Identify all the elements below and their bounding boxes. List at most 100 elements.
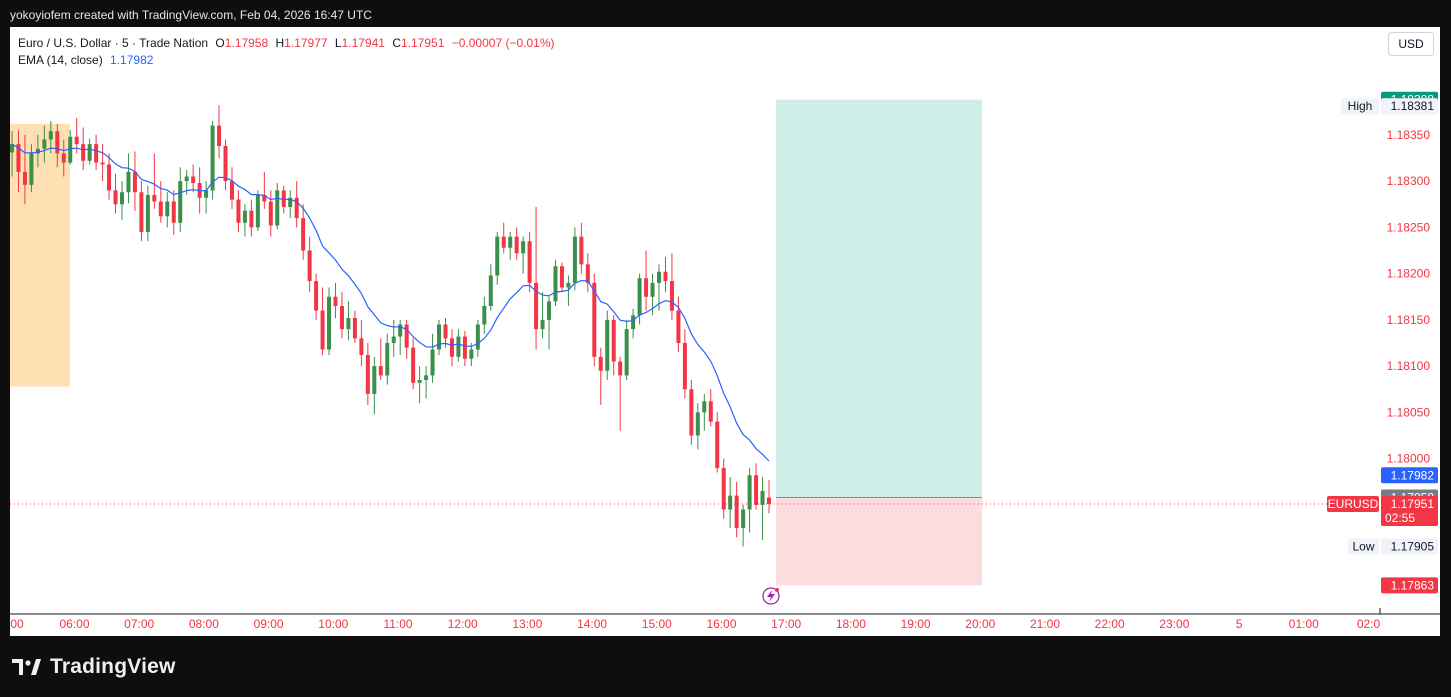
candle-body (152, 195, 157, 202)
price-tick-label: 1.18200 (1387, 267, 1431, 281)
ohlc-legend: Euro / U.S. Dollar · 5 · Trade Nation O1… (18, 36, 554, 50)
candle (624, 319, 629, 380)
candle-body (178, 181, 183, 223)
candle (637, 273, 642, 325)
price-label-text: 1.17863 (1391, 578, 1435, 592)
candle (288, 190, 293, 219)
candle-body (657, 271, 662, 283)
candle (605, 310, 610, 380)
time-tick-label: 09:00 (254, 617, 284, 631)
candle-body (437, 324, 442, 350)
candle (152, 153, 157, 209)
candle-body (585, 264, 590, 283)
position-stop-zone (776, 497, 982, 586)
candle-body (592, 282, 597, 357)
candle (307, 236, 312, 293)
candle-body (314, 281, 319, 311)
position-target-zone (776, 99, 982, 498)
candle-body (618, 361, 623, 376)
candle-body (204, 190, 209, 198)
candle-body (320, 310, 325, 350)
price-label-prefix: Low (1352, 540, 1374, 554)
candle-body (74, 136, 79, 145)
candle-body (547, 301, 552, 320)
candle (449, 329, 454, 367)
candle-body (339, 306, 344, 330)
candle (495, 232, 500, 285)
candle (766, 479, 772, 514)
candle (514, 227, 519, 260)
chart-caption: yokoyiofem created with TradingView.com,… (10, 8, 372, 22)
candle (728, 477, 733, 528)
candle-body (572, 236, 577, 283)
candle (119, 181, 124, 220)
candle (430, 333, 435, 383)
ema-line (11, 143, 770, 462)
candle (644, 250, 649, 311)
candle-body (462, 336, 467, 359)
price-tick-label: 1.18250 (1387, 220, 1431, 234)
candle-body (48, 131, 53, 140)
candle (352, 310, 357, 343)
candle (611, 315, 616, 376)
candle (107, 153, 112, 200)
price-tick-label: 1.18350 (1387, 128, 1431, 142)
candle-body (210, 125, 215, 191)
ema-label[interactable]: EMA (14, close) (18, 53, 103, 67)
chart-panel[interactable]: 00 06:00 07:00 08:00 09:00 10:00 11:00 12:00 13:… (10, 27, 1440, 636)
candle-body (327, 296, 332, 350)
candle (689, 380, 694, 445)
candle (618, 356, 623, 431)
candle (488, 264, 493, 311)
time-tick-label: 23:00 (1159, 617, 1189, 631)
candle-body (417, 380, 422, 383)
tradingview-logo-icon (12, 659, 41, 675)
price-chart[interactable]: 00 06:00 07:00 08:00 09:00 10:00 11:00 12:00 13:… (10, 27, 1440, 636)
candle-body (385, 343, 390, 376)
candle-body (16, 144, 21, 172)
candle-body (508, 236, 513, 248)
candle (139, 181, 144, 242)
close-label: C (392, 36, 401, 50)
candle (501, 222, 506, 254)
candle (275, 182, 280, 230)
candle-body (236, 199, 241, 223)
candle (132, 151, 137, 211)
candle (682, 329, 687, 399)
low-value: 1.17941 (341, 36, 385, 50)
candle (10, 131, 15, 177)
candle (378, 338, 383, 380)
time-tick-label: 19:00 (901, 617, 931, 631)
candle-body (754, 475, 759, 505)
candle (81, 127, 86, 171)
candle-body (100, 162, 105, 165)
candle-body (741, 509, 746, 528)
currency-button[interactable]: USD (1388, 32, 1434, 56)
candle-body (611, 319, 616, 362)
candle-body (728, 495, 733, 510)
candle-body (55, 131, 60, 154)
candle-body (689, 389, 694, 436)
tradingview-logo[interactable]: TradingView (12, 655, 176, 679)
price-label-stop: 1.17863 (1381, 577, 1438, 594)
lightning-bolt (767, 590, 775, 602)
candle-body (29, 153, 34, 185)
candle (249, 199, 254, 237)
time-tick-label: 17:00 (771, 617, 801, 631)
candle (760, 477, 765, 541)
candle (55, 123, 60, 168)
candle-body (139, 192, 144, 232)
price-label-prefix: EURUSD (1328, 497, 1379, 511)
symbol-label[interactable]: Euro / U.S. Dollar · 5 · Trade Nation (18, 36, 209, 50)
candle (572, 227, 577, 291)
candle (443, 318, 448, 348)
candle-body (359, 338, 364, 356)
time-tick-label: 00 (10, 617, 24, 631)
candle (372, 356, 377, 415)
candle-body (501, 236, 506, 248)
candle (94, 134, 99, 171)
candle (411, 338, 416, 390)
time-tick-label: 12:00 (448, 617, 478, 631)
candle-body (132, 171, 137, 193)
candle (598, 347, 603, 405)
